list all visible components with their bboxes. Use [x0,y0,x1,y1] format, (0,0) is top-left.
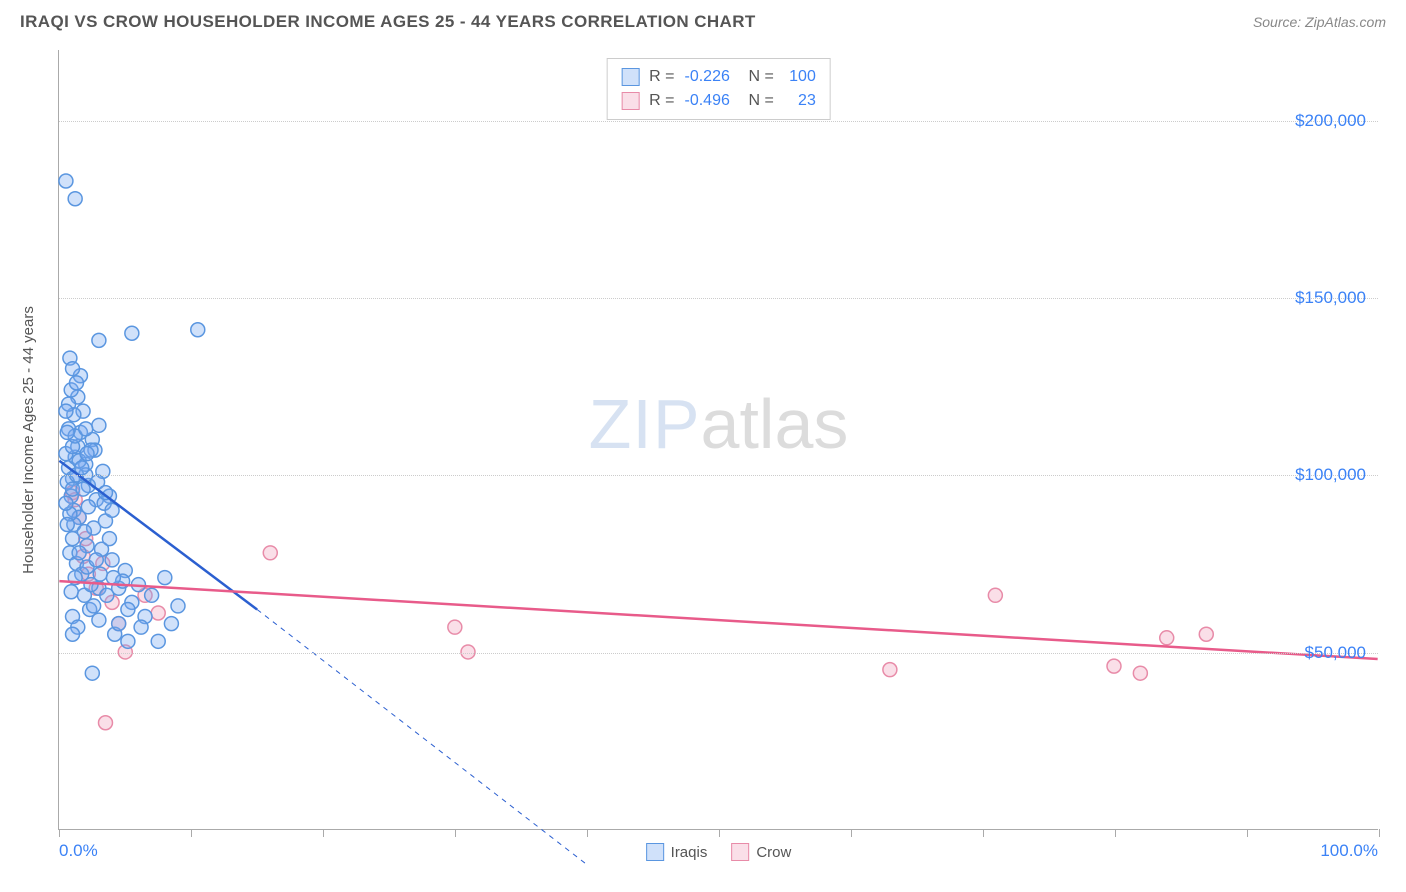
scatter-point [158,571,172,585]
y-axis-title: Householder Income Ages 25 - 44 years [20,306,37,574]
scatter-point [64,585,78,599]
x-tick [191,829,192,837]
scatter-point [76,482,90,496]
swatch-iraqis-icon [621,68,639,86]
scatter-point [121,602,135,616]
scatter-point [191,323,205,337]
x-tick [1247,829,1248,837]
scatter-point [59,174,73,188]
trend-line-dash [257,609,587,864]
legend-label: Crow [756,844,791,861]
x-tick [719,829,720,837]
scatter-point [121,634,135,648]
scatter-point [151,634,165,648]
y-tick-label: $150,000 [1295,288,1366,308]
scatter-point [59,404,73,418]
scatter-point [60,425,74,439]
scatter-point [93,567,107,581]
scatter-point [151,606,165,620]
y-tick-label: $50,000 [1305,643,1366,663]
x-tick [323,829,324,837]
swatch-crow-icon [731,843,749,861]
scatter-point [145,588,159,602]
scatter-point [80,447,94,461]
stats-row-iraqis: R = -0.226 N = 100 [621,65,816,89]
legend-label: Iraqis [671,844,708,861]
scatter-point [171,599,185,613]
grid-line [59,475,1378,476]
scatter-point [85,666,99,680]
scatter-point [125,326,139,340]
scatter-point [1133,666,1147,680]
x-tick [983,829,984,837]
source-label: Source: ZipAtlas.com [1253,14,1386,30]
x-tick [587,829,588,837]
y-tick-label: $100,000 [1295,465,1366,485]
scatter-point [89,553,103,567]
swatch-crow-icon [621,92,639,110]
scatter-point [66,362,80,376]
x-axis-max-label: 100.0% [1320,841,1378,861]
scatter-point [66,627,80,641]
scatter-point [87,599,101,613]
chart-title: IRAQI VS CROW HOUSEHOLDER INCOME AGES 25… [20,12,756,32]
swatch-iraqis-icon [646,843,664,861]
legend-item-iraqis: Iraqis [646,843,708,861]
legend-item-crow: Crow [731,843,791,861]
stats-row-crow: R = -0.496 N = 23 [621,89,816,113]
scatter-point [77,525,91,539]
grid-line [59,121,1378,122]
scatter-point [883,663,897,677]
scatter-point [92,418,106,432]
grid-line [59,653,1378,654]
correlation-stats-box: R = -0.226 N = 100 R = -0.496 N = 23 [606,58,831,120]
scatter-point [164,617,178,631]
scatter-point [60,517,74,531]
y-tick-label: $200,000 [1295,111,1366,131]
x-axis-min-label: 0.0% [59,841,98,861]
scatter-point [81,500,95,514]
x-tick [1379,829,1380,837]
scatter-point [92,613,106,627]
scatter-point [112,617,126,631]
scatter-point [263,546,277,560]
x-tick [59,829,60,837]
scatter-point [100,588,114,602]
x-tick [851,829,852,837]
scatter-point [105,553,119,567]
scatter-point [79,422,93,436]
scatter-point [72,546,86,560]
scatter-svg [59,50,1378,829]
scatter-point [988,588,1002,602]
scatter-point [59,496,73,510]
scatter-point [448,620,462,634]
scatter-point [1199,627,1213,641]
trend-line [59,581,1377,659]
scatter-point [102,532,116,546]
scatter-point [1107,659,1121,673]
x-tick [1115,829,1116,837]
chart-plot-area: ZIPatlas R = -0.226 N = 100 R = -0.496 N… [58,50,1378,830]
scatter-point [69,376,83,390]
legend: Iraqis Crow [646,843,792,861]
scatter-point [134,620,148,634]
scatter-point [98,716,112,730]
scatter-point [106,571,120,585]
x-tick [455,829,456,837]
grid-line [59,298,1378,299]
scatter-point [68,192,82,206]
scatter-point [1160,631,1174,645]
scatter-point [92,333,106,347]
